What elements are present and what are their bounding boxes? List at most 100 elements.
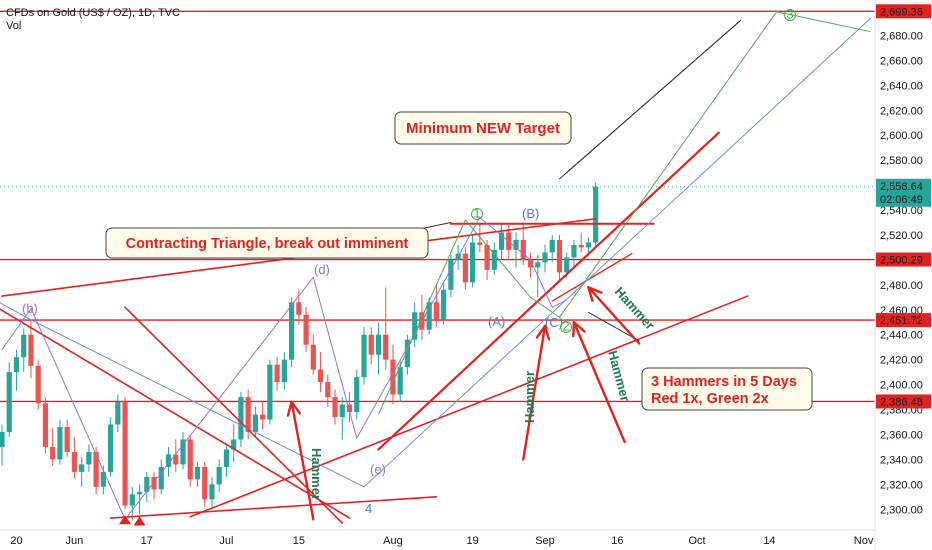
candle-body bbox=[593, 186, 599, 243]
wave-label-A: (A) bbox=[488, 314, 505, 329]
candle-body bbox=[585, 242, 592, 248]
y-tick-label-15: 2,640.00 bbox=[880, 80, 923, 92]
candle-body bbox=[194, 466, 201, 480]
circle-wave-1-ring bbox=[471, 208, 483, 220]
candle-body bbox=[484, 244, 490, 270]
candle-body bbox=[310, 344, 316, 370]
hammers-pointer-line bbox=[587, 311, 640, 342]
candle-body bbox=[245, 397, 251, 432]
candle-body bbox=[535, 262, 541, 268]
candle-body bbox=[549, 239, 555, 253]
hammer-arrow-4 bbox=[587, 286, 641, 345]
candle-body bbox=[173, 454, 179, 465]
x-tick-label-7: Sep bbox=[535, 535, 555, 547]
last-price-label: 2,558.64 bbox=[880, 181, 923, 193]
callout-hammers-box bbox=[641, 367, 813, 411]
last-price-tag bbox=[876, 178, 931, 207]
candle-body bbox=[86, 451, 92, 465]
blue-projection-line bbox=[363, 17, 872, 488]
circle-wave-3: 3 bbox=[786, 7, 793, 22]
y-tick-label-3: 2,360.00 bbox=[880, 429, 923, 441]
candle-body bbox=[231, 439, 237, 450]
candle-body bbox=[390, 359, 396, 395]
candle-body bbox=[238, 397, 244, 440]
horizontal-levels bbox=[0, 10, 875, 403]
candle-body bbox=[441, 289, 447, 320]
hammer-arrow-2-head-0 bbox=[535, 324, 547, 339]
candle-body bbox=[0, 431, 5, 447]
candle-body bbox=[571, 244, 577, 258]
wave-label-4: 4 bbox=[365, 501, 372, 516]
x-tick-label-4: 15 bbox=[293, 535, 305, 547]
candle-body bbox=[151, 476, 157, 490]
candle-body bbox=[21, 334, 27, 358]
candle-body bbox=[115, 402, 121, 425]
wave-path-purple bbox=[1, 216, 567, 521]
candle-body bbox=[93, 451, 99, 487]
candle-body bbox=[35, 365, 41, 404]
low-marker-2 bbox=[133, 516, 146, 526]
x-tick-label-0: 20 bbox=[10, 535, 22, 547]
y-tick-label-0: 2,300.00 bbox=[880, 504, 923, 516]
candle-body bbox=[383, 334, 389, 360]
candle-body bbox=[520, 239, 526, 260]
circle-wave-2-ring bbox=[560, 321, 572, 333]
candle-body bbox=[108, 424, 114, 472]
candle-body bbox=[50, 446, 56, 460]
candle-body bbox=[404, 339, 411, 368]
wave-path-green bbox=[378, 11, 871, 415]
y-tick-label-17: 2,680.00 bbox=[880, 30, 923, 42]
candle-body bbox=[527, 259, 534, 268]
x-tick-label-10: 14 bbox=[763, 535, 775, 547]
blue-line-down bbox=[30, 319, 365, 488]
candle-body bbox=[513, 239, 519, 250]
candle-body bbox=[180, 439, 186, 465]
x-tick-label-8: 16 bbox=[611, 535, 623, 547]
candle-body bbox=[397, 367, 403, 395]
main-rising-trendline bbox=[377, 131, 720, 451]
candle-body bbox=[216, 466, 222, 485]
candle-body bbox=[267, 364, 273, 420]
y-tick-label-10: 2,520.00 bbox=[880, 230, 923, 242]
x-tick-label-1: Jun bbox=[66, 535, 84, 547]
candle-body bbox=[13, 357, 20, 373]
wave-label-b: (b) bbox=[22, 301, 38, 316]
candle-body bbox=[498, 232, 505, 250]
hammer-arrow-3-head-0 bbox=[572, 321, 576, 338]
chart-title: CFDs on Gold (US$ / OZ), 1D, TVC bbox=[6, 7, 180, 19]
candle-body bbox=[42, 403, 49, 447]
candle-body bbox=[202, 466, 208, 500]
candle-body bbox=[578, 244, 584, 248]
candle-body bbox=[165, 454, 172, 467]
callout-hammers-line1: 3 Hammers in 5 Days bbox=[651, 374, 797, 390]
hammer-text-4: Hammer bbox=[612, 284, 658, 333]
level-price-label-0: 2,699.36 bbox=[880, 6, 923, 18]
hammer-arrow-4-shaft bbox=[587, 286, 641, 345]
candle-body bbox=[491, 249, 497, 270]
candle-body bbox=[289, 302, 295, 360]
callout-triangle-box bbox=[105, 227, 429, 259]
candle-body bbox=[354, 377, 360, 413]
y-tick-label-11: 2,540.00 bbox=[880, 205, 923, 217]
y-tick-label-6: 2,420.00 bbox=[880, 355, 923, 367]
candle-body bbox=[412, 312, 418, 340]
candle-body bbox=[71, 451, 77, 472]
x-tick-label-9: Oct bbox=[688, 535, 705, 547]
volume-label: Vol bbox=[6, 20, 21, 32]
candle-body bbox=[100, 471, 106, 487]
callout-target-box bbox=[394, 111, 572, 145]
candle-body bbox=[470, 242, 476, 283]
candle-body bbox=[79, 464, 85, 472]
hammer-arrow-2-shaft bbox=[522, 324, 547, 461]
triangle-bottom-line bbox=[551, 252, 633, 302]
candle-body bbox=[368, 334, 374, 355]
candle-body bbox=[281, 359, 287, 383]
candle-body bbox=[556, 239, 563, 273]
candle-body bbox=[158, 466, 164, 490]
candle-body bbox=[144, 476, 150, 492]
target-pointer-line-2 bbox=[566, 19, 741, 174]
candle-body bbox=[187, 439, 193, 480]
wave-labels: (b) (d) (e) (A) (B) (C) 4 1 2 3 Hammer Hammer Hammer… bbox=[22, 7, 796, 516]
